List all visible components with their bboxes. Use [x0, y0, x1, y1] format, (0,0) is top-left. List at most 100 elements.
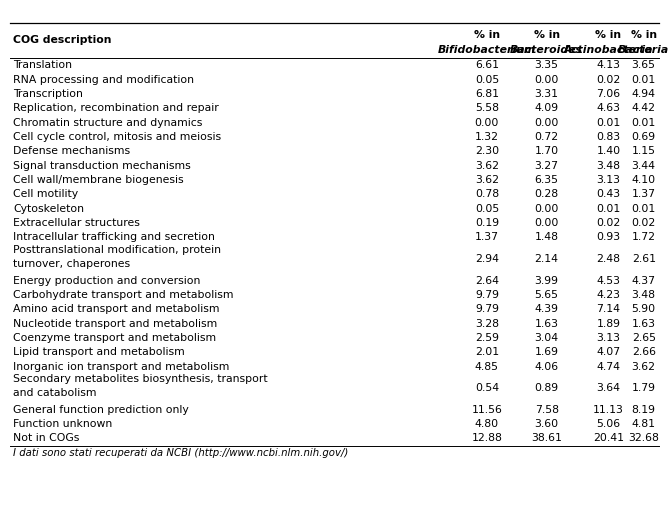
- Text: 4.85: 4.85: [475, 362, 499, 372]
- Text: 4.53: 4.53: [596, 276, 620, 286]
- Text: Actinobacteria: Actinobacteria: [564, 45, 653, 56]
- Text: Energy production and conversion: Energy production and conversion: [13, 276, 201, 286]
- Text: Cell cycle control, mitosis and meiosis: Cell cycle control, mitosis and meiosis: [13, 132, 221, 142]
- Text: 0.00: 0.00: [535, 218, 559, 228]
- Text: 0.01: 0.01: [596, 118, 621, 127]
- Text: Bacteria: Bacteria: [618, 45, 669, 56]
- Text: 0.28: 0.28: [535, 190, 559, 199]
- Text: 1.63: 1.63: [535, 319, 559, 328]
- Text: 0.19: 0.19: [475, 218, 499, 228]
- Text: 9.79: 9.79: [475, 290, 499, 300]
- Text: 2.48: 2.48: [596, 254, 620, 264]
- Text: 1.15: 1.15: [632, 146, 656, 156]
- Text: Signal transduction mechanisms: Signal transduction mechanisms: [13, 161, 191, 171]
- Text: 4.13: 4.13: [596, 60, 620, 70]
- Text: 4.74: 4.74: [596, 362, 620, 372]
- Text: 7.06: 7.06: [596, 89, 620, 99]
- Text: Function unknown: Function unknown: [13, 419, 112, 429]
- Text: 3.13: 3.13: [596, 175, 620, 185]
- Text: 5.58: 5.58: [475, 103, 499, 113]
- Text: 3.35: 3.35: [535, 60, 559, 70]
- Text: 3.48: 3.48: [632, 290, 656, 300]
- Text: 0.78: 0.78: [475, 190, 499, 199]
- Text: Extracellular structures: Extracellular structures: [13, 218, 140, 228]
- Text: Posttranslational modification, protein: Posttranslational modification, protein: [13, 245, 221, 254]
- Text: % in: % in: [534, 30, 560, 41]
- Text: 1.63: 1.63: [632, 319, 656, 328]
- Text: Defense mechanisms: Defense mechanisms: [13, 146, 130, 156]
- Text: % in: % in: [474, 30, 500, 41]
- Text: turnover, chaperones: turnover, chaperones: [13, 259, 130, 269]
- Text: Cell motility: Cell motility: [13, 190, 78, 199]
- Text: 2.14: 2.14: [535, 254, 559, 264]
- Text: 20.41: 20.41: [593, 433, 624, 444]
- Text: 0.00: 0.00: [535, 204, 559, 214]
- Text: 1.72: 1.72: [632, 232, 656, 243]
- Text: 4.07: 4.07: [596, 347, 620, 357]
- Text: 1.40: 1.40: [596, 146, 620, 156]
- Text: % in: % in: [595, 30, 622, 41]
- Text: 4.06: 4.06: [535, 362, 559, 372]
- Text: Replication, recombination and repair: Replication, recombination and repair: [13, 103, 219, 113]
- Text: 3.62: 3.62: [475, 175, 499, 185]
- Text: 4.63: 4.63: [596, 103, 620, 113]
- Text: 32.68: 32.68: [628, 433, 659, 444]
- Text: 6.81: 6.81: [475, 89, 499, 99]
- Text: 2.66: 2.66: [632, 347, 656, 357]
- Text: 0.02: 0.02: [596, 75, 621, 85]
- Text: 0.01: 0.01: [596, 204, 621, 214]
- Text: 7.58: 7.58: [535, 405, 559, 415]
- Text: 11.56: 11.56: [472, 405, 502, 415]
- Text: 7.14: 7.14: [596, 304, 620, 314]
- Text: 2.59: 2.59: [475, 333, 499, 343]
- Text: 8.19: 8.19: [632, 405, 656, 415]
- Text: 0.01: 0.01: [632, 75, 656, 85]
- Text: 2.64: 2.64: [475, 276, 499, 286]
- Text: 1.32: 1.32: [475, 132, 499, 142]
- Text: 0.05: 0.05: [475, 204, 499, 214]
- Text: 3.04: 3.04: [535, 333, 559, 343]
- Text: 12.88: 12.88: [472, 433, 502, 444]
- Text: Intracellular trafficking and secretion: Intracellular trafficking and secretion: [13, 232, 215, 243]
- Text: 1.89: 1.89: [596, 319, 620, 328]
- Text: 4.37: 4.37: [632, 276, 656, 286]
- Text: Transcription: Transcription: [13, 89, 83, 99]
- Text: 3.31: 3.31: [535, 89, 559, 99]
- Text: 1.79: 1.79: [632, 383, 656, 393]
- Text: 4.10: 4.10: [632, 175, 656, 185]
- Text: 3.65: 3.65: [632, 60, 656, 70]
- Text: General function prediction only: General function prediction only: [13, 405, 189, 415]
- Text: 11.13: 11.13: [593, 405, 624, 415]
- Text: Bacteroides: Bacteroides: [510, 45, 583, 56]
- Text: Not in COGs: Not in COGs: [13, 433, 80, 444]
- Text: Carbohydrate transport and metabolism: Carbohydrate transport and metabolism: [13, 290, 233, 300]
- Text: 1.48: 1.48: [535, 232, 559, 243]
- Text: 2.61: 2.61: [632, 254, 656, 264]
- Text: 1.69: 1.69: [535, 347, 559, 357]
- Text: 5.65: 5.65: [535, 290, 559, 300]
- Text: Amino acid transport and metabolism: Amino acid transport and metabolism: [13, 304, 219, 314]
- Text: Chromatin structure and dynamics: Chromatin structure and dynamics: [13, 118, 203, 127]
- Text: 3.62: 3.62: [632, 362, 656, 372]
- Text: 4.80: 4.80: [475, 419, 499, 429]
- Text: 9.79: 9.79: [475, 304, 499, 314]
- Text: 0.93: 0.93: [596, 232, 620, 243]
- Text: 5.06: 5.06: [596, 419, 620, 429]
- Text: 0.02: 0.02: [596, 218, 621, 228]
- Text: 6.61: 6.61: [475, 60, 499, 70]
- Text: 0.89: 0.89: [535, 383, 559, 393]
- Text: 0.00: 0.00: [535, 75, 559, 85]
- Text: 0.00: 0.00: [475, 118, 499, 127]
- Text: 3.48: 3.48: [596, 161, 620, 171]
- Text: Coenzyme transport and metabolism: Coenzyme transport and metabolism: [13, 333, 216, 343]
- Text: 2.30: 2.30: [475, 146, 499, 156]
- Text: Bifidobacterium: Bifidobacterium: [438, 45, 536, 56]
- Text: 3.60: 3.60: [535, 419, 559, 429]
- Text: 2.01: 2.01: [475, 347, 499, 357]
- Text: 0.43: 0.43: [596, 190, 620, 199]
- Text: Nucleotide transport and metabolism: Nucleotide transport and metabolism: [13, 319, 217, 328]
- Text: 1.37: 1.37: [475, 232, 499, 243]
- Text: Inorganic ion transport and metabolism: Inorganic ion transport and metabolism: [13, 362, 229, 372]
- Text: 5.90: 5.90: [632, 304, 656, 314]
- Text: Lipid transport and metabolism: Lipid transport and metabolism: [13, 347, 185, 357]
